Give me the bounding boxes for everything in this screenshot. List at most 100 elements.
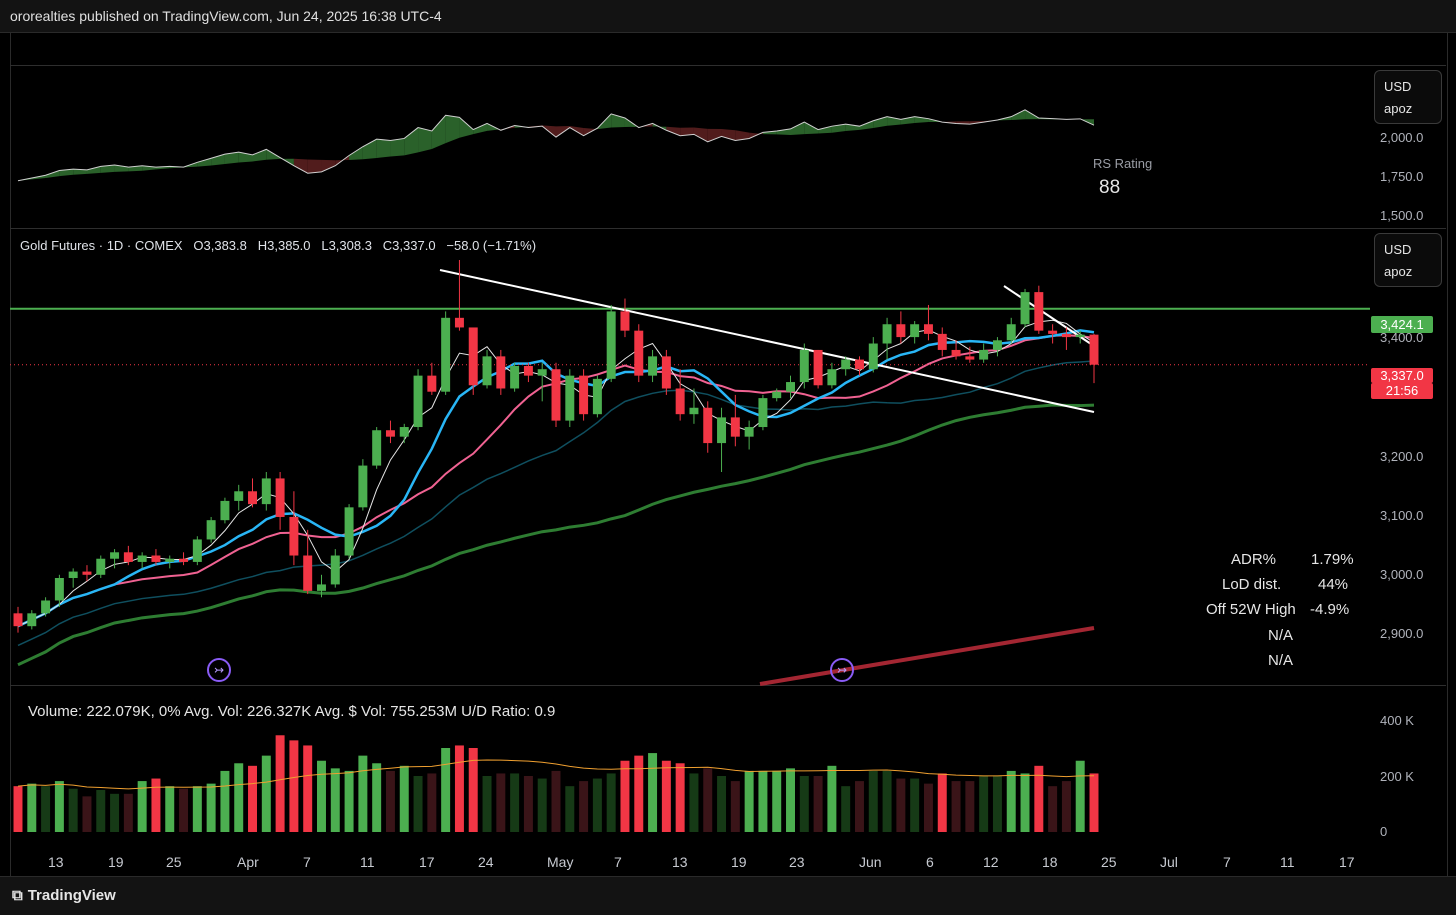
change-value: −58.0 (−1.71%): [446, 238, 537, 253]
candle-body: [744, 427, 754, 437]
rs-area-segment: [431, 115, 446, 149]
volume-bar: [220, 770, 230, 832]
volume-bar: [454, 745, 464, 832]
volume-axis-tick: 400 K: [1380, 713, 1414, 728]
candle-body: [482, 356, 492, 386]
candle-body: [496, 356, 506, 389]
volume-bar: [1034, 765, 1044, 832]
volume-bar: [165, 786, 175, 832]
candle-body: [96, 558, 106, 575]
candle-body: [137, 555, 147, 562]
volume-bar: [827, 765, 837, 832]
volume-bar: [137, 781, 147, 832]
volume-bar: [1061, 781, 1071, 832]
candle-body: [1020, 292, 1030, 325]
event-marker-icon[interactable]: ↣: [830, 658, 854, 682]
volume-bar: [427, 773, 437, 832]
candle-body: [510, 366, 520, 389]
rs-area-segment: [390, 138, 405, 157]
candle-body: [951, 349, 961, 357]
ma-long-red-line: [759, 626, 1095, 686]
volume-bar: [399, 765, 409, 832]
volume-bar: [551, 770, 561, 832]
volume-bar: [330, 768, 340, 832]
volume-bar: [799, 776, 809, 832]
candle-body: [592, 378, 602, 415]
rs-area-segment: [224, 152, 239, 164]
candle-body: [937, 333, 947, 350]
volume-bar: [358, 755, 368, 832]
candle-body: [317, 584, 326, 591]
stat-label: N/A: [1268, 627, 1294, 644]
volume-bar: [730, 781, 740, 832]
date-label: 17: [419, 854, 435, 870]
candle-body: [68, 571, 78, 578]
stat-label: N/A: [1268, 652, 1294, 669]
volume-bar: [41, 786, 51, 832]
volume-bar: [537, 778, 547, 832]
pane-separator[interactable]: [10, 228, 1446, 229]
rs-area-segment: [376, 139, 391, 158]
bar-countdown-tag: 21:56: [1371, 383, 1433, 399]
rs-area-segment: [293, 158, 308, 174]
candle-body: [882, 324, 892, 344]
candle-body: [648, 356, 658, 376]
footer-bar: [0, 876, 1456, 915]
volume-bar: [1048, 786, 1058, 832]
date-label: 24: [478, 854, 494, 870]
volume-bar: [689, 773, 699, 832]
candle-body: [896, 324, 906, 338]
volume-bar: [123, 793, 133, 832]
candle-body: [1006, 324, 1016, 341]
candle-body: [275, 478, 285, 517]
volume-info: Volume: 222.079K, 0% Avg. Vol: 226.327K …: [28, 703, 556, 720]
rs-area-segment: [900, 116, 915, 125]
tradingview-logo[interactable]: ⧉ TradingView: [12, 887, 116, 904]
candle-body: [192, 539, 202, 562]
rs-area-segment: [404, 127, 419, 156]
volume-bar: [868, 770, 878, 832]
volume-bar: [344, 770, 354, 832]
date-label: 25: [1101, 854, 1117, 870]
pane-separator[interactable]: [10, 685, 1446, 686]
volume-bar: [772, 770, 782, 832]
price-scale-box[interactable]: USD apoz: [1374, 233, 1442, 287]
volume-bar: [675, 763, 685, 832]
rs-area-segment: [707, 128, 722, 142]
symbol-legend[interactable]: Gold Futures · 1D · COMEX O3,383.8 H3,38…: [20, 238, 536, 253]
event-marker-icon[interactable]: ↣: [207, 658, 231, 682]
volume-bar: [992, 776, 1002, 832]
rs-area-segment: [721, 128, 736, 141]
candle-body: [620, 311, 630, 331]
volume-bar: [703, 768, 713, 832]
date-label: 17: [1339, 854, 1355, 870]
high-value: H3,385.0: [257, 238, 311, 253]
rs-area-segment: [307, 159, 322, 174]
rs-rating-value: 88: [1099, 177, 1121, 198]
rs-area-segment: [693, 127, 708, 142]
currency-label: USD: [1384, 79, 1412, 94]
rs-area-segment: [211, 154, 225, 166]
stat-value: -4.9%: [1310, 601, 1350, 618]
rs-area-segment: [818, 126, 832, 134]
candle-body: [248, 491, 257, 505]
volume-bar: [979, 776, 989, 832]
rs-scale-box[interactable]: USD apoz: [1374, 70, 1442, 124]
rs-area-segment: [735, 130, 750, 141]
date-label: May: [547, 854, 574, 870]
candle-body: [786, 382, 795, 392]
rs-rating-label: RS Rating: [1093, 156, 1153, 171]
volume-bar: [372, 763, 382, 832]
volume-bar: [289, 740, 299, 832]
pane-separator: [10, 65, 1446, 66]
candle-body: [675, 388, 685, 415]
candle-body: [54, 578, 64, 601]
volume-bar: [786, 768, 795, 832]
last-price-tag: 3,337.0: [1371, 368, 1433, 383]
volume-axis-tick: 0: [1380, 824, 1388, 839]
rs-area-segment: [873, 116, 888, 128]
date-label: Apr: [237, 854, 259, 870]
candle-body: [165, 558, 175, 562]
candle-body: [41, 600, 51, 614]
